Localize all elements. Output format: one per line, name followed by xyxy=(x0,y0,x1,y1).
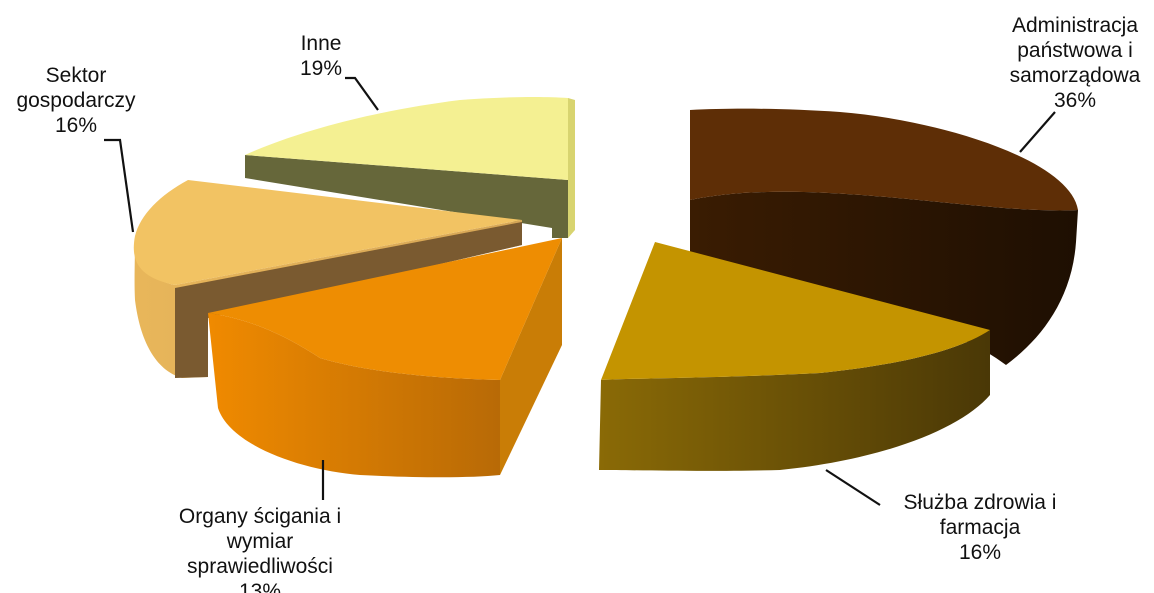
slice-administracja xyxy=(690,108,1078,365)
slice-label-sektor: Sektor gospodarczy 16% xyxy=(16,64,136,137)
slice-label-organy-scigania-i: Organy ścigania i wymiar sprawiedliwości 13… xyxy=(179,505,341,593)
slice-percent-inne: 19% xyxy=(300,57,342,80)
slice-side-organy-scigania-i xyxy=(208,313,500,478)
slice-label-line-inne: Inne xyxy=(301,32,342,55)
leader-line-sektor xyxy=(104,138,135,233)
slice-label-line-administracja: Administracja xyxy=(1012,14,1138,37)
slice-label-line-sektor: Sektor xyxy=(46,64,107,87)
slice-side-administracja xyxy=(690,191,1078,365)
slice-label-line-organy-scigania-i: wymiar xyxy=(226,530,294,553)
slice-label-sluzba-zdrowia-i: Służba zdrowia i farmacja 16% xyxy=(904,491,1057,564)
slice-label-inne: Inne 19% xyxy=(300,32,342,80)
slice-top-administracja xyxy=(690,108,1078,211)
slice-label-line-organy-scigania-i: Organy ścigania i xyxy=(179,505,341,528)
slice-top-organy-scigania-i xyxy=(208,238,562,380)
slice-top-sluzba-zdrowia-i xyxy=(601,242,990,380)
slice-percent-sektor: 16% xyxy=(55,114,97,137)
slice-label-line-sluzba-zdrowia-i: Służba zdrowia i xyxy=(904,491,1057,514)
slice-percent-organy-scigania-i: 13% xyxy=(239,580,281,593)
leader-line-inne xyxy=(345,76,379,111)
slice-side-sluzba-zdrowia-i xyxy=(599,330,990,471)
leader-line-sluzba-zdrowia-i xyxy=(825,469,881,506)
slice-sektor xyxy=(133,180,523,378)
slice-label-line-administracja: państwowa i xyxy=(1017,39,1133,62)
slice-percent-administracja: 36% xyxy=(1054,89,1096,112)
slice-top-inne xyxy=(245,96,568,180)
slice-label-line-sektor: gospodarczy xyxy=(16,89,136,112)
slice-side2-inne xyxy=(568,98,575,238)
slice-side2-sektor xyxy=(175,222,522,378)
slice-label-line-sluzba-zdrowia-i: farmacja xyxy=(940,516,1021,539)
slice-sluzba-zdrowia-i xyxy=(599,242,990,471)
slice-side2-organy-scigania-i xyxy=(500,238,562,475)
slice-label-line-organy-scigania-i: sprawiedliwości xyxy=(187,555,333,578)
slice-percent-sluzba-zdrowia-i: 16% xyxy=(959,541,1001,564)
slice-label-line-administracja: samorządowa xyxy=(1010,64,1141,87)
slice-organy-scigania-i xyxy=(208,238,562,478)
slice-label-administracja: Administracja państwowa i samorządowa 36% xyxy=(1010,14,1141,112)
leader-line-administracja xyxy=(1019,111,1056,153)
slice-top-sektor xyxy=(133,180,522,285)
